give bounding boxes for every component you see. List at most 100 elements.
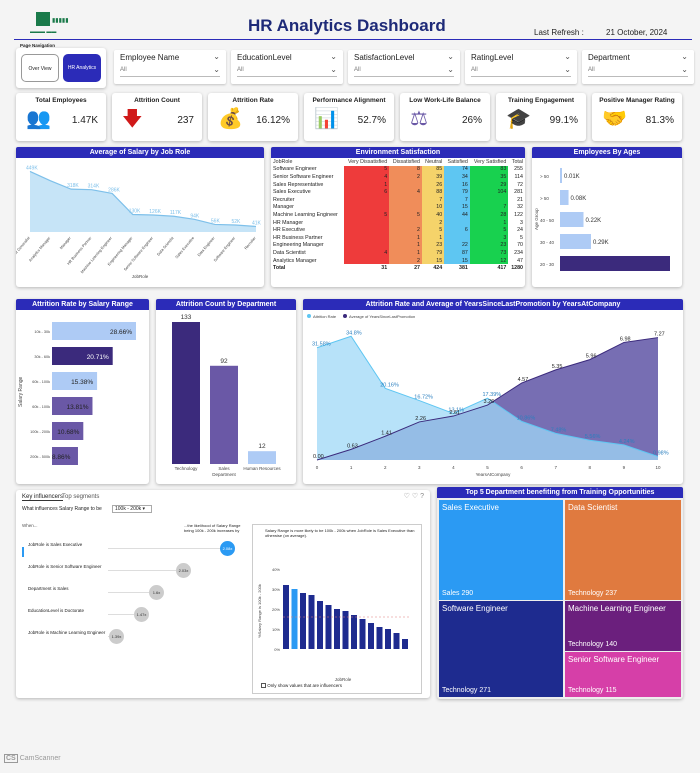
kpi-card: Low Work-Life Balance ⚖ 26% — [400, 93, 490, 141]
last-refresh-label: Last Refresh : — [534, 28, 584, 37]
kpi-card: Attrition Count 🡇 237 — [112, 93, 202, 141]
chevron-down-icon[interactable]: ⌄ — [213, 52, 220, 61]
influencer-item[interactable]: JobRole is Senior Software Engineer — [28, 564, 102, 569]
filter-4[interactable]: Department ⌄ All ⌄ — [582, 50, 694, 84]
detail-bar — [291, 589, 298, 649]
rate-data-label: 20.16% — [380, 382, 399, 388]
refresh-date: 21 October, 2024 — [606, 28, 668, 37]
detail-bar — [385, 629, 391, 649]
treemap-cell[interactable]: Software Engineer Technology 271 — [439, 601, 563, 697]
influencer-item[interactable]: JobRole is Sales Executive — [28, 542, 83, 547]
treemap-cell[interactable]: Sales Executive Sales 290 — [439, 500, 563, 600]
env-cell — [343, 226, 390, 234]
treemap-cell[interactable]: Machine Learning Engineer Technology 140 — [565, 601, 681, 651]
promo-data-label: 1.41 — [381, 430, 392, 436]
treemap-cell-value: Technology 115 — [568, 687, 617, 694]
env-cell: 5 — [389, 211, 422, 219]
chevron-down-icon[interactable]: ⌄ — [447, 52, 454, 61]
kpi-title: Training Engagement — [507, 97, 575, 104]
training-icon: 🎓 — [506, 108, 531, 130]
env-cell: 15 — [421, 256, 445, 265]
only-influencers-checkbox[interactable]: Only show values that are influencers — [261, 683, 342, 689]
chevron-down-icon[interactable]: ⌄ — [330, 65, 337, 74]
tab-key-influencers[interactable]: Key influencers — [22, 494, 64, 501]
filter-3[interactable]: RatingLevel ⌄ All ⌄ — [465, 50, 577, 84]
influencer-item[interactable]: JobRole is Machine Learning Engineer — [28, 630, 106, 635]
salary-data-label: 318K — [67, 183, 79, 189]
chevron-down-icon[interactable]: ⌄ — [213, 65, 220, 74]
tab-top-segments[interactable]: Top segments — [62, 494, 100, 500]
treemap-cell[interactable]: Data Scientist Technology 237 — [565, 500, 681, 600]
promo-data-label: 0.63 — [347, 443, 358, 449]
age-ylabel: Age Group — [534, 208, 539, 230]
age-data-label: 0.08K — [571, 196, 587, 202]
env-cell — [389, 218, 422, 227]
chevron-down-icon[interactable]: ⌄ — [564, 52, 571, 61]
hr-analytics-button[interactable]: HR Analytics — [63, 54, 101, 82]
salary-chart-title: Average of Salary by Job Role — [16, 147, 264, 158]
promo-tick-label: 10 — [655, 465, 661, 470]
env-cell: 24 — [517, 227, 523, 234]
env-cell: Manager — [273, 204, 294, 211]
detail-bar — [376, 627, 383, 649]
chevron-down-icon[interactable]: ⌄ — [564, 65, 571, 74]
dept-data-label: 92 — [220, 358, 228, 365]
chevron-down-icon[interactable]: ⌄ — [447, 65, 454, 74]
treemap-cell-name: Senior Software Engineer — [568, 655, 660, 664]
salary-data-label: 56K — [211, 218, 221, 224]
filter-label: SatisfactionLevel — [354, 53, 415, 62]
kpi-title: Low Work-Life Balance — [409, 97, 481, 104]
env-cell: 122 — [514, 211, 523, 218]
overview-button[interactable]: Over View — [21, 54, 59, 82]
env-cell: Data Scientist — [273, 249, 306, 256]
treemap-cell[interactable]: Senior Software Engineer Technology 115 — [565, 652, 681, 697]
age-bar — [560, 190, 569, 205]
like-icon[interactable]: ♡ ♡ ? — [403, 493, 424, 500]
salary-xlabel: JobRole — [132, 274, 149, 279]
chevron-down-icon[interactable]: ⌄ — [681, 65, 688, 74]
salary-line — [29, 170, 257, 228]
chevron-down-icon[interactable]: ⌄ — [330, 52, 337, 61]
detail-bar — [402, 639, 408, 649]
attr-salary-title: Attrition Rate by Salary Range — [16, 299, 149, 310]
env-cell: 381 — [459, 265, 468, 272]
filter-2[interactable]: SatisfactionLevel ⌄ All ⌄ — [348, 50, 460, 84]
kpi-card: Positive Manager Rating 🤝 81.3% — [592, 93, 682, 141]
filter-0[interactable]: Employee Name ⌄ All ⌄ — [114, 50, 226, 84]
kpi-value: 99.1% — [549, 115, 578, 126]
env-cell: 1 — [389, 233, 422, 242]
env-cell: 3 — [520, 219, 523, 226]
env-cell — [469, 195, 509, 204]
salary-tick-label: Recruiter — [244, 236, 257, 251]
salary-tick-label: HR Generalist — [16, 235, 31, 257]
dept-bar — [248, 451, 276, 464]
training-title: Top 5 Department benefiting from Trainin… — [437, 487, 683, 498]
nav-label: Page Navigation — [20, 43, 56, 48]
rate-data-label: 10.86% — [517, 415, 536, 421]
attrition-by-department-chart: Attrition Count by Department 133 Technol… — [156, 299, 296, 484]
influencer-bubble: 2.03x — [176, 563, 191, 578]
env-cell: 31 — [381, 265, 388, 272]
env-cell: 23 — [469, 241, 509, 250]
influencer-item[interactable]: EducationLevel is Doctorate — [28, 608, 85, 613]
influencer-item[interactable]: Department is Sales — [28, 586, 69, 591]
treemap-cell-value: Sales 290 — [442, 590, 474, 597]
env-cell: 15 — [444, 256, 470, 265]
filter-1[interactable]: EducationLevel ⌄ All ⌄ — [231, 50, 343, 84]
rate-data-label: 31.58% — [312, 342, 331, 348]
chevron-down-icon[interactable]: ⌄ — [681, 52, 688, 61]
env-cell: 5 — [343, 165, 390, 174]
env-cell: Machine Learning Engineer — [273, 211, 338, 218]
env-cell: 2 — [389, 226, 422, 234]
env-cell: 83 — [469, 165, 509, 174]
promo-tick-label: 3 — [418, 465, 421, 470]
promo-data-label: 3.26 — [484, 399, 495, 405]
env-cell: 23 — [421, 241, 445, 250]
env-cell: 255 — [514, 166, 523, 173]
filter-label: RatingLevel — [471, 53, 514, 62]
salary-range-bar — [52, 322, 136, 340]
detail-ylabel: %Salary Range is 100k - 200k — [257, 584, 262, 638]
influencer-dropdown[interactable]: 100k - 200k ▾ — [112, 505, 152, 513]
env-cell: 85 — [421, 165, 445, 174]
dept-bar — [210, 365, 238, 464]
